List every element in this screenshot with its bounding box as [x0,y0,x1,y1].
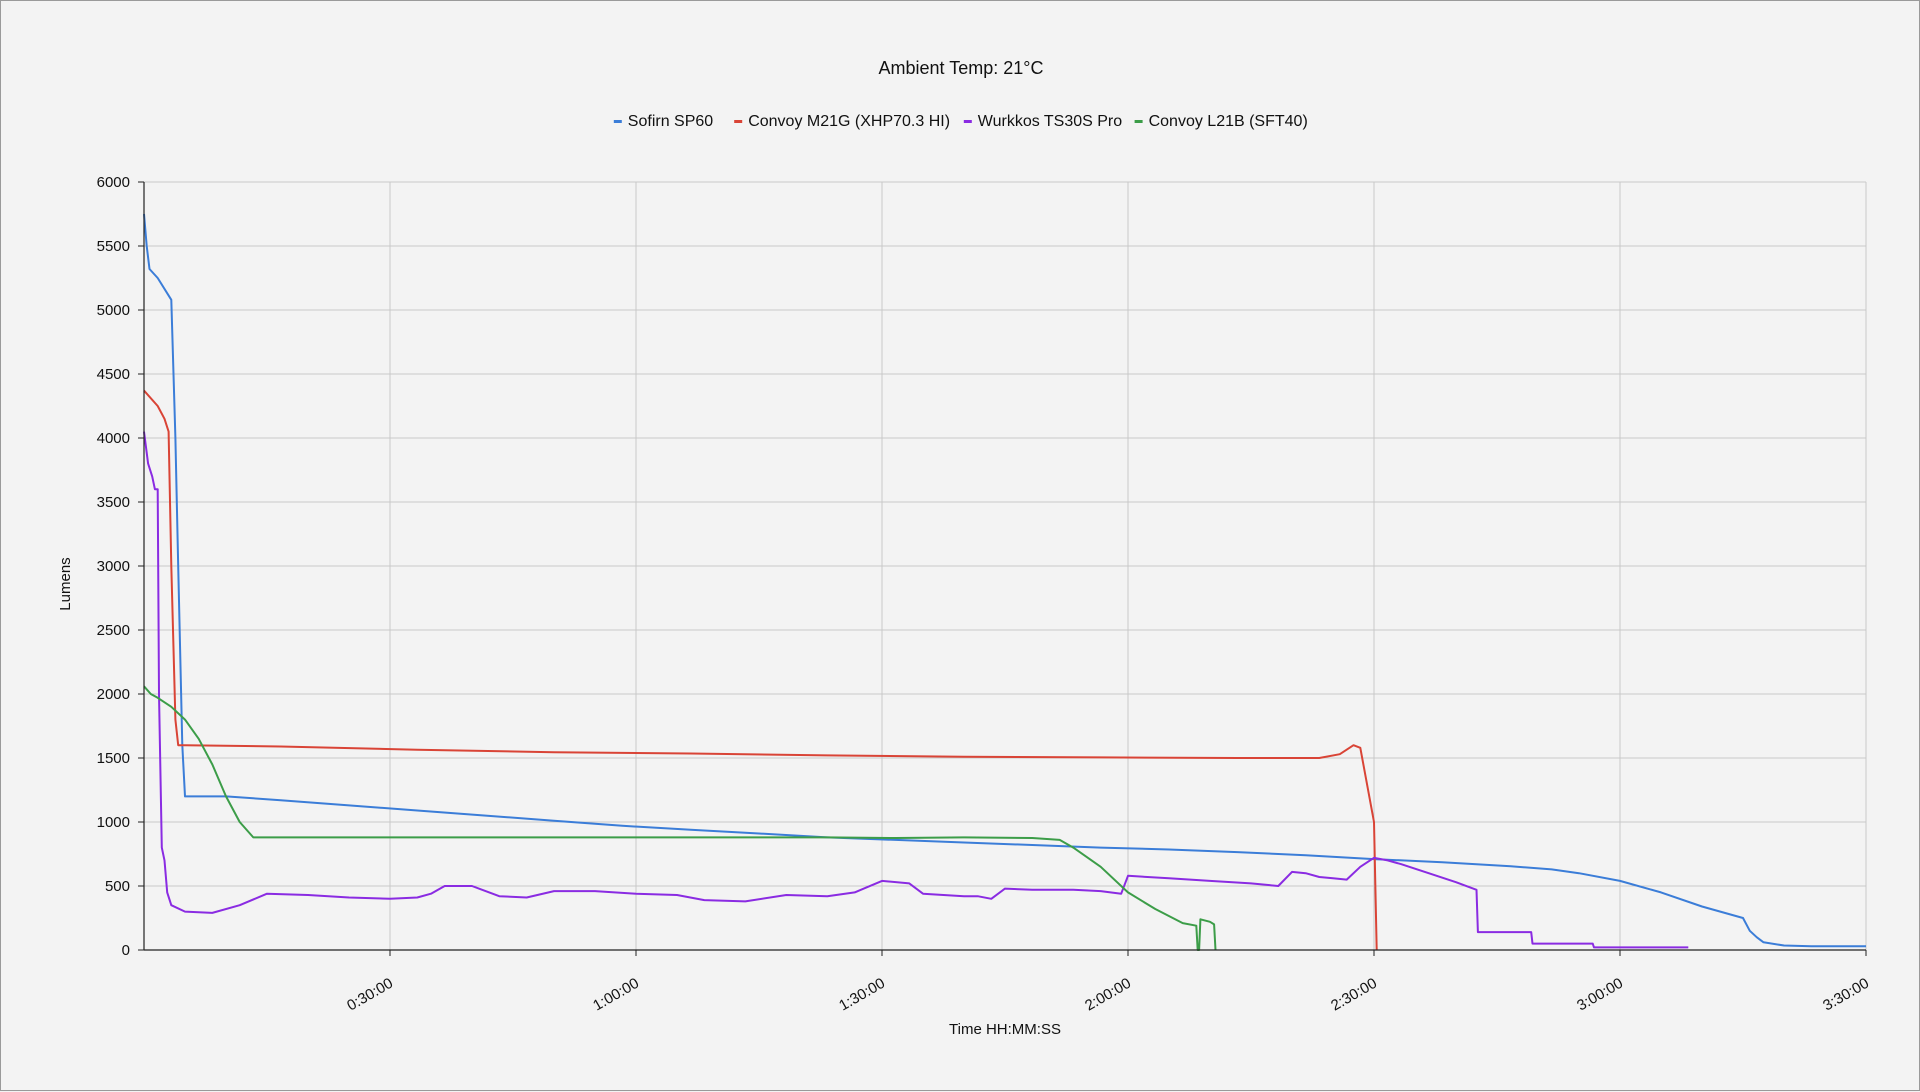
y-tick-label: 5000 [97,302,130,319]
y-axis-ticks: 0 500 1000 1500 2000 2500 3000 3500 4000 4500 5000… [97,174,144,959]
chart-title: Ambient Temp: 21°C [879,58,1044,78]
x-tick-label: 3:30:00 [1820,975,1872,1015]
x-axis-title: Time HH:MM:SS [949,1021,1061,1038]
x-tick-label: 1:00:00 [590,975,642,1015]
series-line-3 [143,431,1689,949]
y-tick-label: 0 [122,942,130,959]
y-tick-label: 3000 [97,558,130,575]
series-line-4 [143,685,1217,951]
y-tick-label: 5500 [97,238,130,255]
x-tick-label: 2:00:00 [1082,975,1134,1015]
y-tick-label: 3500 [97,494,130,511]
legend-swatch [613,120,622,123]
x-tick-label: 0:30:00 [344,975,396,1015]
series-line-1 [143,213,1866,948]
legend-label: Convoy L21B (SFT40) [1149,113,1308,130]
grid-lines [144,181,1867,951]
legend-swatch [1134,120,1143,123]
x-tick-label: 2:30:00 [1328,975,1380,1015]
y-tick-label: 4500 [97,366,130,383]
y-tick-label: 1500 [97,750,130,767]
x-tick-label: 1:30:00 [836,975,888,1015]
y-tick-label: 1000 [97,814,130,831]
y-tick-label: 2500 [97,622,130,639]
series-line-2 [143,389,1378,951]
y-tick-label: 2000 [97,686,130,703]
legend-label: Convoy M21G (XHP70.3 HI) [748,113,950,130]
y-axis-title: Lumens [57,557,74,610]
series-lines [143,213,1866,951]
x-tick-label: 3:00:00 [1574,975,1626,1015]
legend-label: Wurkkos TS30S Pro [978,113,1122,130]
x-axis-ticks: 0:30:00 1:00:00 1:30:00 2:00:00 2:30:00 3:00:… [344,950,1872,1014]
legend: Sofirn SP60 Convoy M21G (XHP70.3 HI) Wurkk… [613,113,1308,130]
y-tick-label: 500 [105,878,130,895]
y-tick-label: 6000 [97,174,130,191]
legend-swatch [963,120,972,123]
legend-label: Sofirn SP60 [628,113,713,130]
y-tick-label: 4000 [97,430,130,447]
legend-swatch [734,120,743,123]
